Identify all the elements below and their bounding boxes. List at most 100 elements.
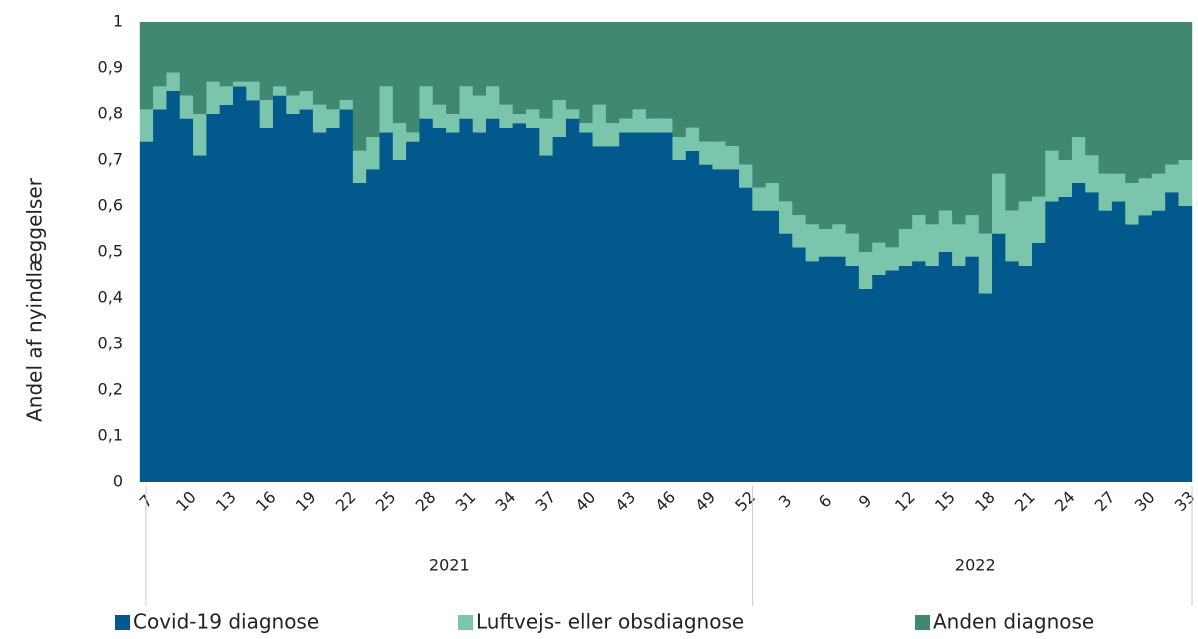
bar-segment (632, 109, 647, 133)
x-tick-label: 49 (691, 487, 719, 515)
x-tick-label: 31 (452, 487, 480, 515)
bar-segment (592, 22, 607, 105)
bar-segment (938, 210, 953, 252)
bar-segment (672, 22, 687, 137)
bar-segment (219, 104, 234, 483)
bar-segment (512, 22, 527, 114)
bar-segment (499, 104, 514, 128)
bar-segment (619, 132, 633, 482)
legend-swatch (115, 615, 130, 630)
x-tick-label: 43 (611, 487, 639, 515)
bar-segment (605, 22, 620, 124)
x-tick-label: 9 (855, 491, 876, 512)
bar-segment (153, 22, 167, 87)
bar-segment (1151, 22, 1166, 174)
bar-segment (1045, 22, 1060, 151)
bar-segment (499, 127, 514, 483)
bar-segment (472, 95, 487, 133)
y-tick-label: 0,1 (98, 426, 123, 445)
bar-segment (645, 132, 660, 482)
bar-segment (233, 86, 247, 483)
bar-segment (312, 104, 327, 133)
bar-segment (659, 22, 673, 119)
bar-segment (632, 22, 647, 110)
bar-segment (486, 118, 500, 482)
bar-segment (858, 288, 873, 482)
bar-segment (792, 22, 807, 216)
y-tick-label: 0,3 (98, 334, 123, 353)
bar-segment (379, 22, 394, 87)
bar-segment (193, 155, 207, 482)
bar-segment (153, 86, 167, 110)
bar-segment (1018, 22, 1033, 202)
bar-segment (605, 146, 620, 482)
x-tick-label: 12 (891, 487, 919, 515)
bar-segment (619, 118, 633, 133)
x-tick-label: 34 (492, 487, 520, 515)
bar-segment (1111, 22, 1126, 174)
bar-segment (579, 132, 593, 482)
bar-segment (752, 210, 767, 482)
bar-segment (645, 118, 660, 133)
bar-segment (632, 132, 647, 482)
bar-segment (965, 215, 980, 257)
bar-segment (965, 22, 980, 216)
bar-segment (792, 215, 807, 248)
bar-segment (845, 265, 860, 482)
y-tick-label: 1 (113, 12, 123, 31)
bar-segment (1058, 22, 1073, 160)
legend-label: Luftvejs- eller obsdiagnose (476, 610, 744, 634)
bar-segment (219, 22, 234, 87)
bar-segment (858, 22, 873, 252)
bar-segment (778, 22, 793, 202)
bar-segment (872, 275, 886, 482)
bar-segment (818, 22, 833, 229)
bar-segment (139, 109, 154, 142)
bar-segment (592, 146, 607, 482)
bar-segment (992, 233, 1006, 482)
bar-segment (153, 109, 167, 483)
bar-segment (379, 86, 394, 133)
bar-segment (1045, 201, 1060, 482)
bar-segment (352, 22, 367, 151)
bar-segment (339, 109, 354, 483)
bar-segment (272, 95, 287, 482)
legend-swatch (458, 615, 473, 630)
bar-segment (645, 22, 660, 119)
bar-segment (419, 86, 434, 119)
bar-segment (406, 141, 420, 482)
bar-segment (1058, 196, 1073, 483)
bar-segment (299, 91, 314, 110)
x-tick-label: 28 (412, 487, 440, 515)
y-tick-label: 0,5 (98, 242, 123, 261)
bar-segment (1178, 160, 1193, 206)
bar-segment (885, 270, 900, 482)
bar-segment (179, 95, 194, 119)
bar-segment (818, 256, 833, 482)
bar-segment (525, 22, 540, 110)
bar-segment (219, 86, 234, 105)
bar-segment (1085, 22, 1099, 156)
bar-segment (938, 22, 953, 211)
bar-segment (872, 242, 886, 275)
x-tick-label: 21 (1011, 487, 1039, 515)
bar-segment (832, 22, 846, 225)
bar-segment (752, 22, 767, 188)
x-tick-label: 52 (731, 487, 759, 515)
y-tick-label: 0,8 (98, 104, 123, 123)
bar-segment (805, 261, 820, 482)
bar-segment (765, 22, 780, 183)
bar-segment (699, 164, 713, 482)
bar-segment (486, 22, 500, 87)
bar-segment (179, 22, 194, 96)
bar-segment (486, 86, 500, 119)
bar-segment (805, 22, 820, 225)
group-label: 2022 (955, 556, 996, 575)
x-tick-label: 18 (971, 487, 999, 515)
bar-segment (1111, 201, 1126, 482)
bar-segment (1032, 242, 1046, 482)
bar-segment (419, 118, 434, 482)
x-tick-label: 40 (571, 487, 599, 515)
bar-segment (246, 81, 261, 101)
